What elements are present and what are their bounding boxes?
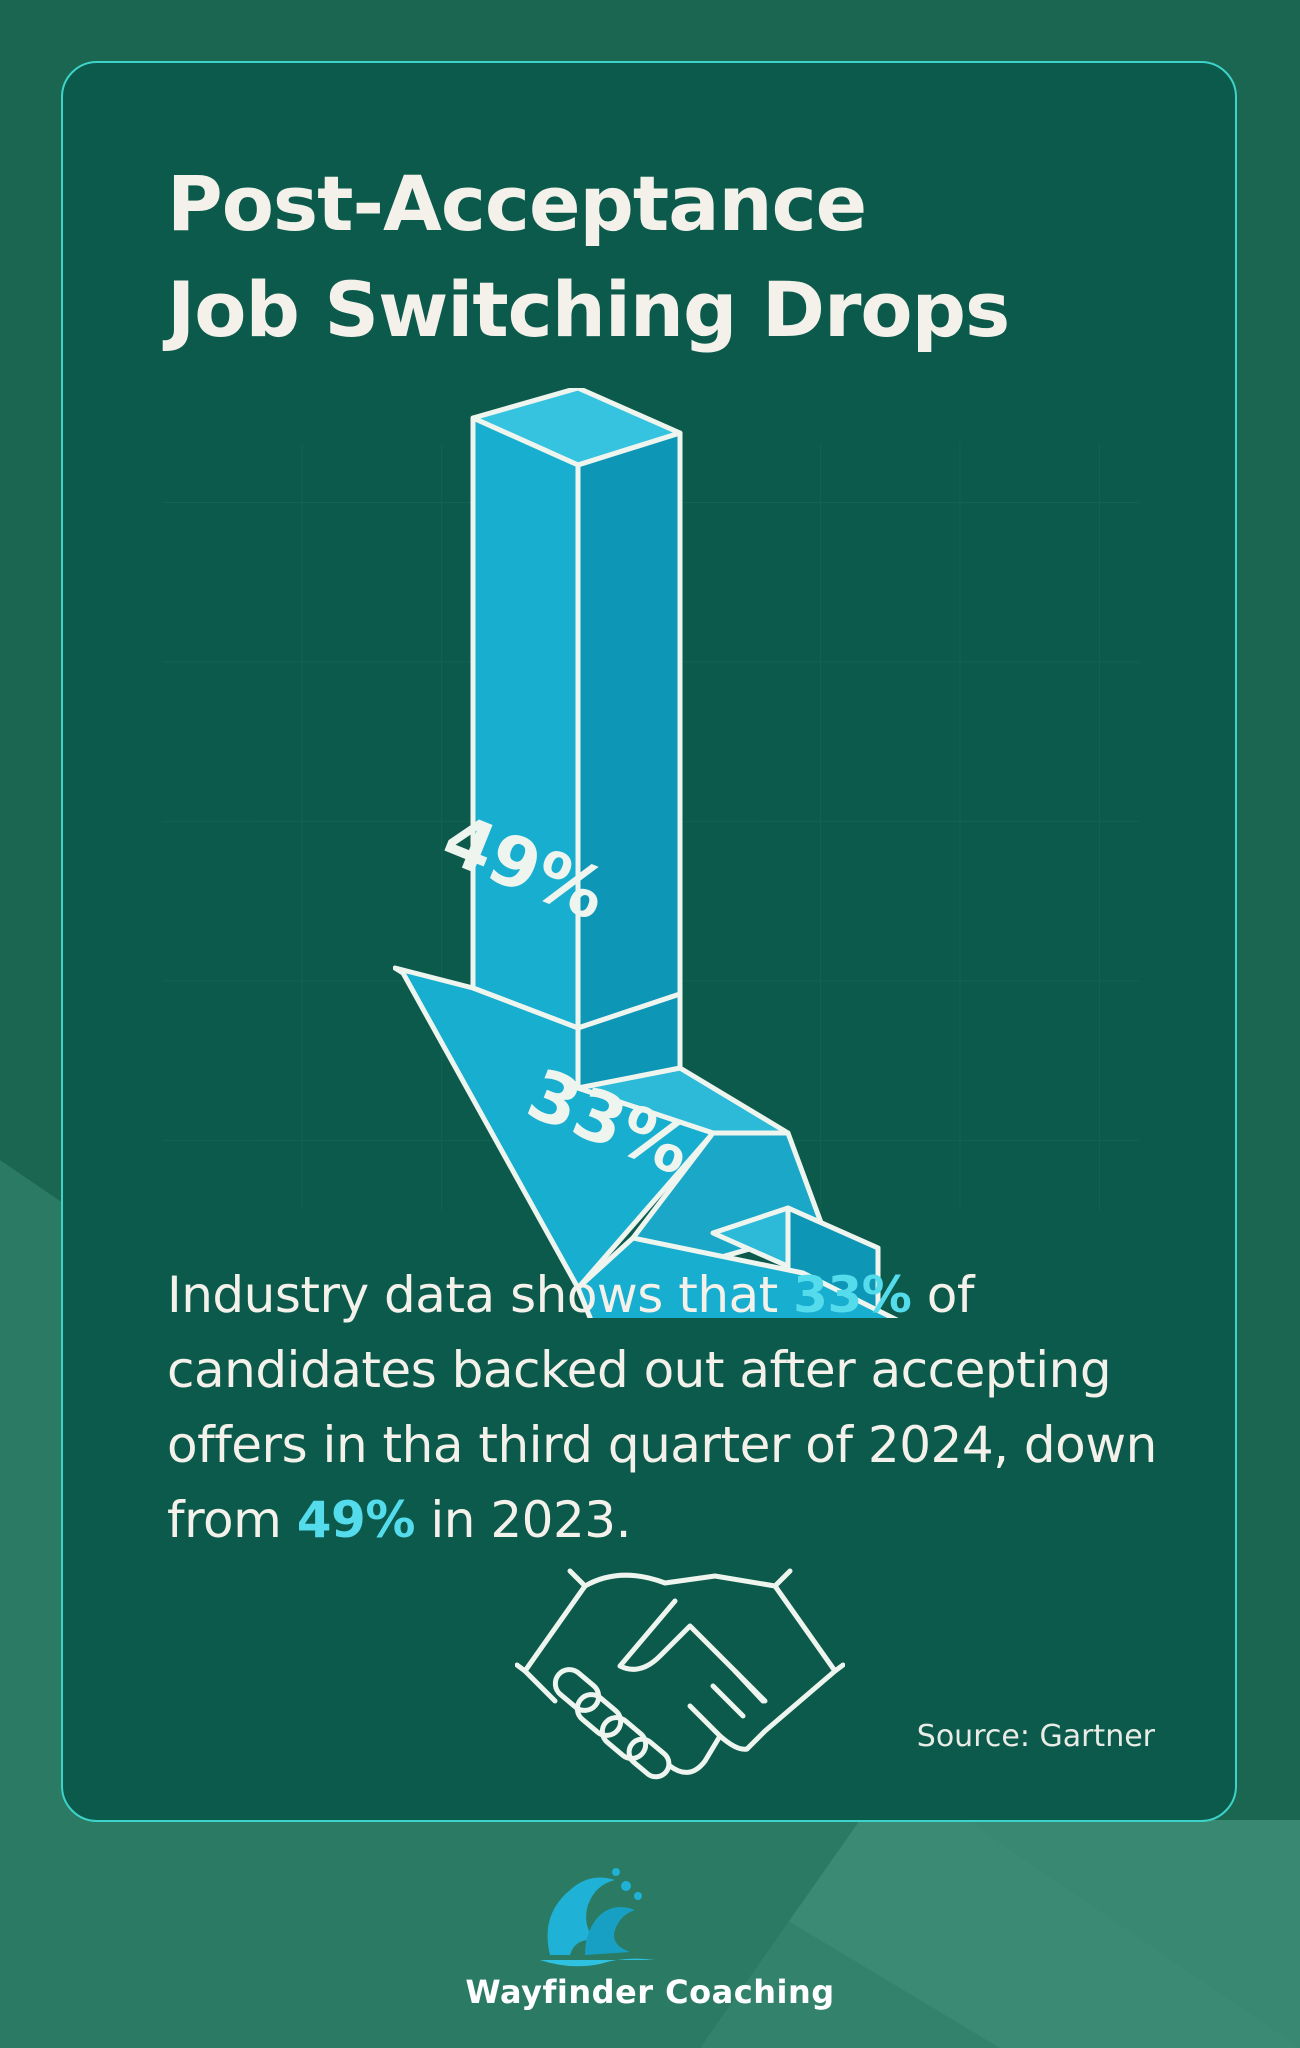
title-line-2: Job Switching Drops [167,265,1010,354]
highlight-49: 49% [296,1491,416,1549]
handshake-icon [515,1568,845,1780]
infographic-card: Post-Acceptance Job Switching Drops [61,61,1237,1822]
summary-part-3: in 2023. [414,1491,631,1549]
summary-text: Industry data shows that 33% of candidat… [167,1258,1187,1558]
wave-logo-icon [540,1868,655,1967]
brand-name: Wayfinder Coaching [465,1973,835,2011]
title-line-1: Post-Acceptance [167,159,867,248]
brand-footer: Wayfinder Coaching [0,1860,1300,2011]
down-arrow-graphic: 49% 33% [393,388,899,1318]
highlight-33: 33% [793,1266,912,1324]
source-note: Source: Gartner [916,1719,1155,1754]
summary-part-2: of candidates backed out after accepting… [167,1266,1157,1549]
page-title: Post-Acceptance Job Switching Drops [167,151,1010,363]
summary-part-1: Industry data shows that [167,1266,794,1324]
